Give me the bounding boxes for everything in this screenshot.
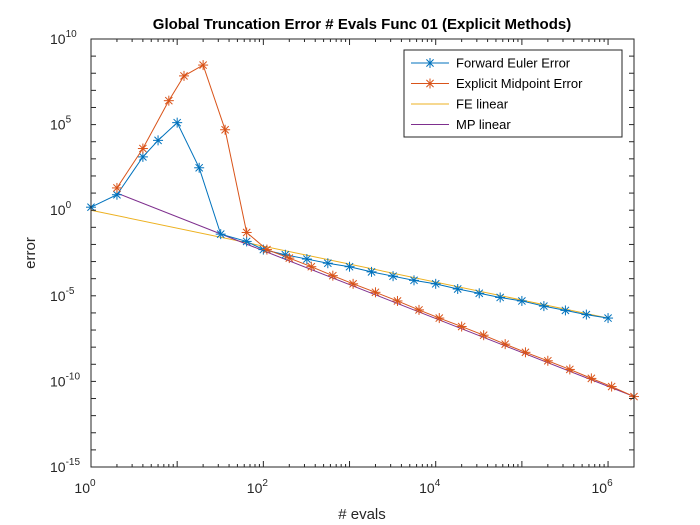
legend-label: MP linear: [456, 117, 511, 132]
y-tick-label: 100: [50, 200, 72, 218]
y-tick-base: 10: [50, 459, 66, 475]
x-tick-base: 10: [591, 480, 607, 496]
explicit-midpoint-error-point: [284, 253, 295, 264]
forward-euler-error-point: [388, 271, 399, 282]
axes-box: [90, 38, 635, 468]
explicit-midpoint-error-point: [220, 124, 231, 135]
legend-marker: [425, 58, 435, 68]
series-layer: [86, 60, 639, 402]
forward-euler-error-point: [366, 266, 377, 277]
forward-euler-error-point: [215, 229, 226, 240]
y-tick-base: 10: [50, 202, 66, 218]
legend-box: [403, 49, 623, 138]
forward-euler-error-point: [153, 135, 164, 146]
y-tick-exponent: -10: [66, 371, 81, 382]
chart-title: Global Truncation Error # Evals Func 01 …: [153, 16, 571, 33]
forward-euler-error-point: [137, 151, 148, 162]
explicit-midpoint-error-point: [456, 321, 467, 332]
forward-euler-error-point: [322, 258, 333, 269]
explicit-midpoint-error-point: [198, 60, 209, 71]
y-tick-label: 10-15: [50, 457, 80, 475]
forward-euler-error-point: [495, 292, 506, 303]
explicit-midpoint-error-point: [241, 227, 252, 238]
explicit-midpoint-error-point: [564, 364, 575, 375]
y-tick-exponent: 5: [66, 115, 72, 126]
x-axis-title: # evals: [338, 506, 386, 523]
y-tick-base: 10: [50, 373, 66, 389]
y-tick-label: 10-5: [50, 286, 75, 304]
explicit-midpoint-error-point: [478, 330, 489, 341]
y-tick-label: 1010: [50, 29, 77, 47]
forward-euler-error-point: [603, 313, 614, 324]
forward-euler-error-point: [301, 254, 312, 265]
forward-euler-error-point: [172, 117, 183, 128]
forward-euler-error-point: [538, 301, 549, 312]
forward-euler-error-point: [581, 309, 592, 320]
explicit-midpoint-error-point: [327, 270, 338, 281]
y-axis-title: error: [22, 237, 39, 269]
legend-label: Explicit Midpoint Error: [456, 76, 583, 91]
y-tick-base: 10: [50, 288, 66, 304]
explicit-midpoint-error-point: [586, 373, 597, 384]
x-tick-exponent: 2: [262, 478, 268, 489]
explicit-midpoint-error-point: [542, 355, 553, 366]
x-tick-label: 100: [74, 478, 96, 496]
y-tick-label: 10-10: [50, 371, 80, 389]
explicit-midpoint-error-point: [414, 304, 425, 315]
explicit-midpoint-error-point: [606, 381, 617, 392]
legend-label: Forward Euler Error: [456, 56, 571, 71]
forward-euler-error-point: [344, 261, 355, 272]
forward-euler-error-point: [452, 283, 463, 294]
y-tick-base: 10: [50, 117, 66, 133]
legend-entry-explicit-midpoint-error: Explicit Midpoint Error: [411, 76, 583, 91]
y-tick-exponent: 10: [66, 29, 78, 40]
explicit-midpoint-error-point: [392, 295, 403, 306]
explicit-midpoint-error-point: [261, 244, 272, 255]
forward-euler-error-point: [430, 278, 441, 289]
x-tick-base: 10: [74, 480, 90, 496]
x-tick-base: 10: [419, 480, 435, 496]
forward-euler-error-point: [516, 295, 527, 306]
explicit-midpoint-error-point: [520, 347, 531, 358]
x-tick-label: 102: [247, 478, 269, 496]
x-tick-base: 10: [247, 480, 263, 496]
y-tick-exponent: -5: [66, 286, 75, 297]
series-explicit-midpoint-error: [111, 60, 639, 402]
y-tick-exponent: -15: [66, 457, 81, 468]
explicit-midpoint-error-point: [434, 313, 445, 324]
forward-euler-error-point: [474, 288, 485, 299]
forward-euler-error-point: [560, 305, 571, 316]
legend-entry-fe-linear: FE linear: [411, 97, 509, 112]
legend-marker: [425, 78, 435, 89]
x-tick-exponent: 4: [435, 478, 441, 489]
x-tick-label: 104: [419, 478, 441, 496]
x-tick-label: 106: [591, 478, 613, 496]
explicit-midpoint-error-point: [348, 278, 359, 289]
forward-euler-error-point: [241, 236, 252, 247]
forward-euler-error-point: [409, 275, 420, 286]
legend-entry-forward-euler-error: Forward Euler Error: [411, 56, 571, 71]
explicit-midpoint-error-point: [178, 70, 189, 81]
legend-entry-mp-linear: MP linear: [411, 117, 511, 132]
explicit-midpoint-error-point: [111, 182, 122, 193]
explicit-midpoint-error-point: [163, 95, 174, 106]
x-tick-exponent: 6: [607, 478, 613, 489]
x-tick-exponent: 0: [90, 478, 96, 489]
y-tick-base: 10: [50, 31, 66, 47]
y-tick-label: 105: [50, 115, 72, 133]
explicit-midpoint-error-point: [137, 143, 148, 154]
legend-label: FE linear: [456, 97, 509, 112]
legend: Forward Euler Error Explicit Midpoint Err…: [403, 49, 623, 138]
forward-euler-error-point: [194, 162, 205, 173]
explicit-midpoint-error-point: [306, 261, 317, 272]
explicit-midpoint-error-point: [500, 339, 511, 350]
explicit-midpoint-error-point: [370, 287, 381, 298]
y-tick-exponent: 0: [66, 200, 72, 211]
